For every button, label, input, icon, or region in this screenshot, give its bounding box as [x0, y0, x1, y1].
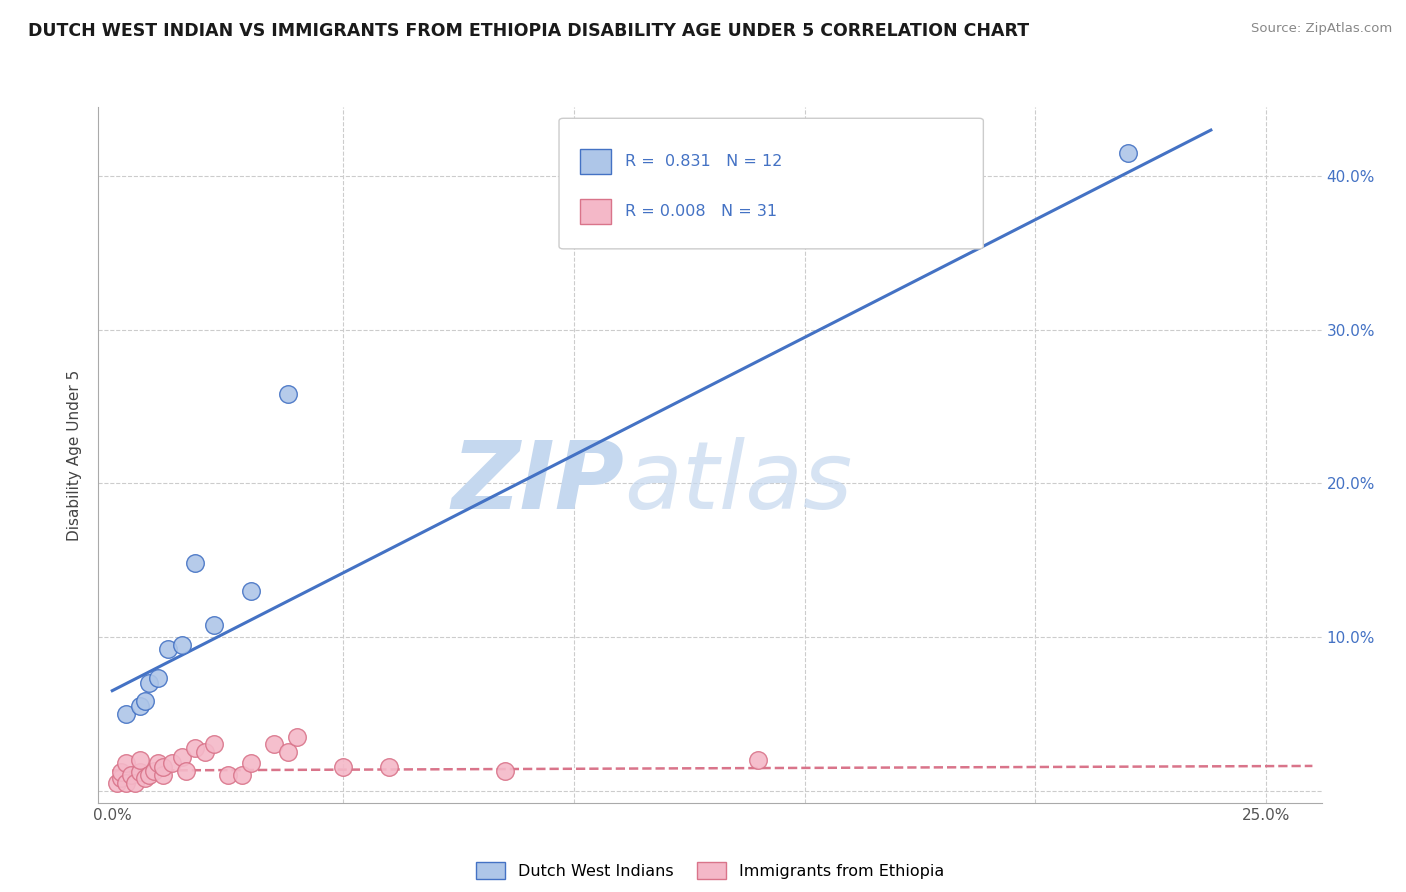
- Point: [134, 694, 156, 708]
- Point: [138, 676, 160, 690]
- Point: [1116, 146, 1139, 161]
- Point: [202, 738, 225, 752]
- Point: [332, 760, 354, 774]
- Text: atlas: atlas: [624, 437, 852, 528]
- Text: R =  0.831   N = 12: R = 0.831 N = 12: [626, 153, 783, 169]
- Point: [184, 556, 207, 570]
- Point: [194, 745, 217, 759]
- Point: [129, 765, 152, 780]
- Point: [263, 738, 285, 752]
- Point: [152, 768, 174, 782]
- Point: [239, 583, 262, 598]
- Point: [277, 387, 299, 401]
- Point: [138, 768, 160, 782]
- Point: [115, 706, 138, 721]
- Point: [170, 749, 193, 764]
- Point: [148, 672, 170, 686]
- Point: [124, 776, 146, 790]
- Point: [105, 776, 128, 790]
- Point: [162, 756, 184, 770]
- Point: [217, 768, 239, 782]
- Point: [115, 756, 138, 770]
- Point: [142, 764, 165, 778]
- Point: [120, 768, 142, 782]
- Text: Source: ZipAtlas.com: Source: ZipAtlas.com: [1251, 22, 1392, 36]
- Point: [277, 745, 299, 759]
- Point: [231, 768, 253, 782]
- Point: [134, 771, 156, 785]
- Point: [152, 760, 174, 774]
- Point: [170, 638, 193, 652]
- Point: [239, 756, 262, 770]
- Text: ZIP: ZIP: [451, 437, 624, 529]
- Point: [378, 760, 401, 774]
- Y-axis label: Disability Age Under 5: Disability Age Under 5: [67, 369, 83, 541]
- Point: [174, 764, 197, 778]
- Point: [129, 753, 152, 767]
- Point: [285, 730, 308, 744]
- Point: [202, 617, 225, 632]
- Text: R = 0.008   N = 31: R = 0.008 N = 31: [626, 203, 778, 219]
- Point: [494, 764, 516, 778]
- Point: [184, 740, 207, 755]
- Point: [129, 699, 152, 714]
- Point: [148, 756, 170, 770]
- Point: [115, 776, 138, 790]
- Point: [110, 765, 132, 780]
- Point: [156, 642, 179, 657]
- Text: DUTCH WEST INDIAN VS IMMIGRANTS FROM ETHIOPIA DISABILITY AGE UNDER 5 CORRELATION: DUTCH WEST INDIAN VS IMMIGRANTS FROM ETH…: [28, 22, 1029, 40]
- Point: [110, 771, 132, 785]
- Legend: Dutch West Indians, Immigrants from Ethiopia: Dutch West Indians, Immigrants from Ethi…: [470, 856, 950, 885]
- Point: [747, 753, 769, 767]
